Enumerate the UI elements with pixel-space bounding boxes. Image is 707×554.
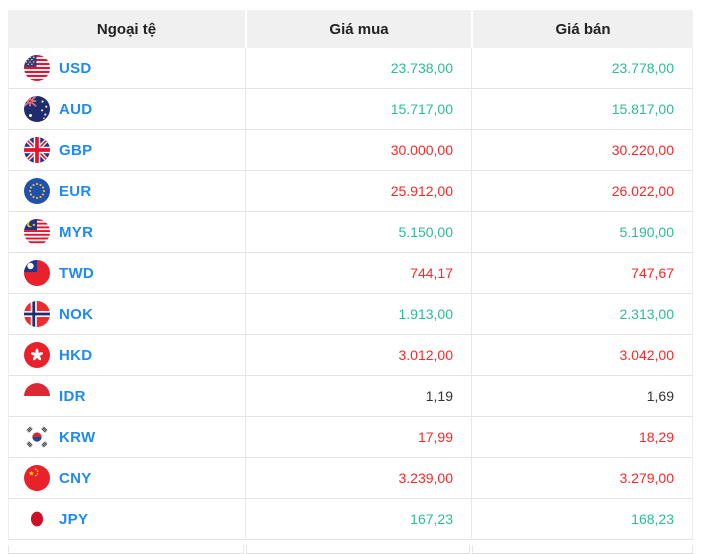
buy-price-value: 23.738,00 [245, 48, 471, 89]
currency-cell-krw: KRW [8, 417, 245, 458]
currency-row-usd: USD 23.738,00 23.778,00 [8, 48, 693, 89]
sell-price-value: 26.022,00 [471, 171, 693, 212]
buy-price-value: 1,19 [245, 376, 471, 417]
sell-price-value: 168,23 [471, 499, 693, 540]
currency-cell-nok: NOK [8, 294, 245, 335]
aud-flag-icon [24, 96, 50, 122]
currency-cell-twd: TWD [8, 253, 245, 294]
buy-price-value: 5.150,00 [245, 212, 471, 253]
sell-price-value: 747,67 [471, 253, 693, 294]
currency-code-link[interactable]: TWD [59, 264, 95, 282]
idr-flag-icon [24, 383, 50, 409]
currency-code-link[interactable]: MYR [59, 223, 94, 241]
buy-price-value: 167,23 [245, 499, 471, 540]
currency-code-link[interactable]: HKD [59, 346, 93, 364]
krw-flag-icon [24, 424, 50, 450]
currency-row-jpy: JPY 167,23 168,23 [8, 499, 693, 540]
currency-code-link[interactable]: KRW [59, 428, 96, 446]
sell-price-value: 23.778,00 [471, 48, 693, 89]
currency-row-krw: KRW 17,99 18,29 [8, 417, 693, 458]
currency-code-link[interactable]: AUD [59, 100, 93, 118]
currency-cell-eur: EUR [8, 171, 245, 212]
currency-row-cny: CNY 3.239,00 3.279,00 [8, 458, 693, 499]
table-body: USD 23.738,00 23.778,00 AUD 15.717,00 15.817,… [8, 48, 693, 540]
myr-flag-icon [24, 219, 50, 245]
twd-flag-icon [24, 260, 50, 286]
table-header: Ngoại tệ Giá mua Giá bán [8, 10, 693, 48]
currency-code-link[interactable]: GBP [59, 141, 93, 159]
sell-price-value: 5.190,00 [471, 212, 693, 253]
exchange-rates-table: Ngoại tệ Giá mua Giá bán USD 23.738,00 23.… [8, 10, 693, 540]
currency-code-link[interactable]: IDR [59, 387, 86, 405]
currency-row-twd: TWD 744,17 747,67 [8, 253, 693, 294]
currency-row-myr: MYR 5.150,00 5.190,00 [8, 212, 693, 253]
next-table-segment [471, 545, 694, 554]
buy-price-value: 3.239,00 [245, 458, 471, 499]
buy-price-value: 17,99 [245, 417, 471, 458]
currency-cell-usd: USD [8, 48, 245, 89]
buy-price-value: 25.912,00 [245, 171, 471, 212]
sell-price-value: 1,69 [471, 376, 693, 417]
sell-price-value: 2.313,00 [471, 294, 693, 335]
eur-flag-icon [24, 178, 50, 204]
hkd-flag-icon [24, 342, 50, 368]
next-table-segment [8, 545, 245, 554]
currency-cell-cny: CNY [8, 458, 245, 499]
nok-flag-icon [24, 301, 50, 327]
currency-cell-hkd: HKD [8, 335, 245, 376]
buy-price-value: 15.717,00 [245, 89, 471, 130]
currency-cell-jpy: JPY [8, 499, 245, 540]
buy-price-value: 30.000,00 [245, 130, 471, 171]
jpy-flag-icon [24, 506, 50, 532]
currency-code-link[interactable]: USD [59, 59, 92, 77]
column-header-sell-price: Giá bán [471, 10, 693, 48]
currency-code-link[interactable]: CNY [59, 469, 92, 487]
buy-price-value: 3.012,00 [245, 335, 471, 376]
sell-price-value: 18,29 [471, 417, 693, 458]
currency-row-eur: EUR 25.912,00 26.022,00 [8, 171, 693, 212]
currency-cell-aud: AUD [8, 89, 245, 130]
header-row: Ngoại tệ Giá mua Giá bán [8, 10, 693, 48]
currency-row-aud: AUD 15.717,00 15.817,00 [8, 89, 693, 130]
currency-cell-myr: MYR [8, 212, 245, 253]
currency-code-link[interactable]: JPY [59, 510, 89, 528]
currency-row-gbp: GBP 30.000,00 30.220,00 [8, 130, 693, 171]
currency-row-idr: IDR 1,19 1,69 [8, 376, 693, 417]
buy-price-value: 744,17 [245, 253, 471, 294]
sell-price-value: 3.042,00 [471, 335, 693, 376]
cny-flag-icon [24, 465, 50, 491]
currency-cell-idr: IDR [8, 376, 245, 417]
usd-flag-icon [24, 55, 50, 81]
sell-price-value: 15.817,00 [471, 89, 693, 130]
currency-code-link[interactable]: EUR [59, 182, 92, 200]
currency-cell-gbp: GBP [8, 130, 245, 171]
gbp-flag-icon [24, 137, 50, 163]
currency-row-hkd: HKD 3.012,00 3.042,00 [8, 335, 693, 376]
sell-price-value: 3.279,00 [471, 458, 693, 499]
column-header-buy-price: Giá mua [245, 10, 471, 48]
buy-price-value: 1.913,00 [245, 294, 471, 335]
next-table-partial-header [8, 545, 694, 554]
column-header-currency: Ngoại tệ [8, 10, 245, 48]
sell-price-value: 30.220,00 [471, 130, 693, 171]
currency-row-nok: NOK 1.913,00 2.313,00 [8, 294, 693, 335]
next-table-segment [246, 545, 470, 554]
currency-code-link[interactable]: NOK [59, 305, 94, 323]
